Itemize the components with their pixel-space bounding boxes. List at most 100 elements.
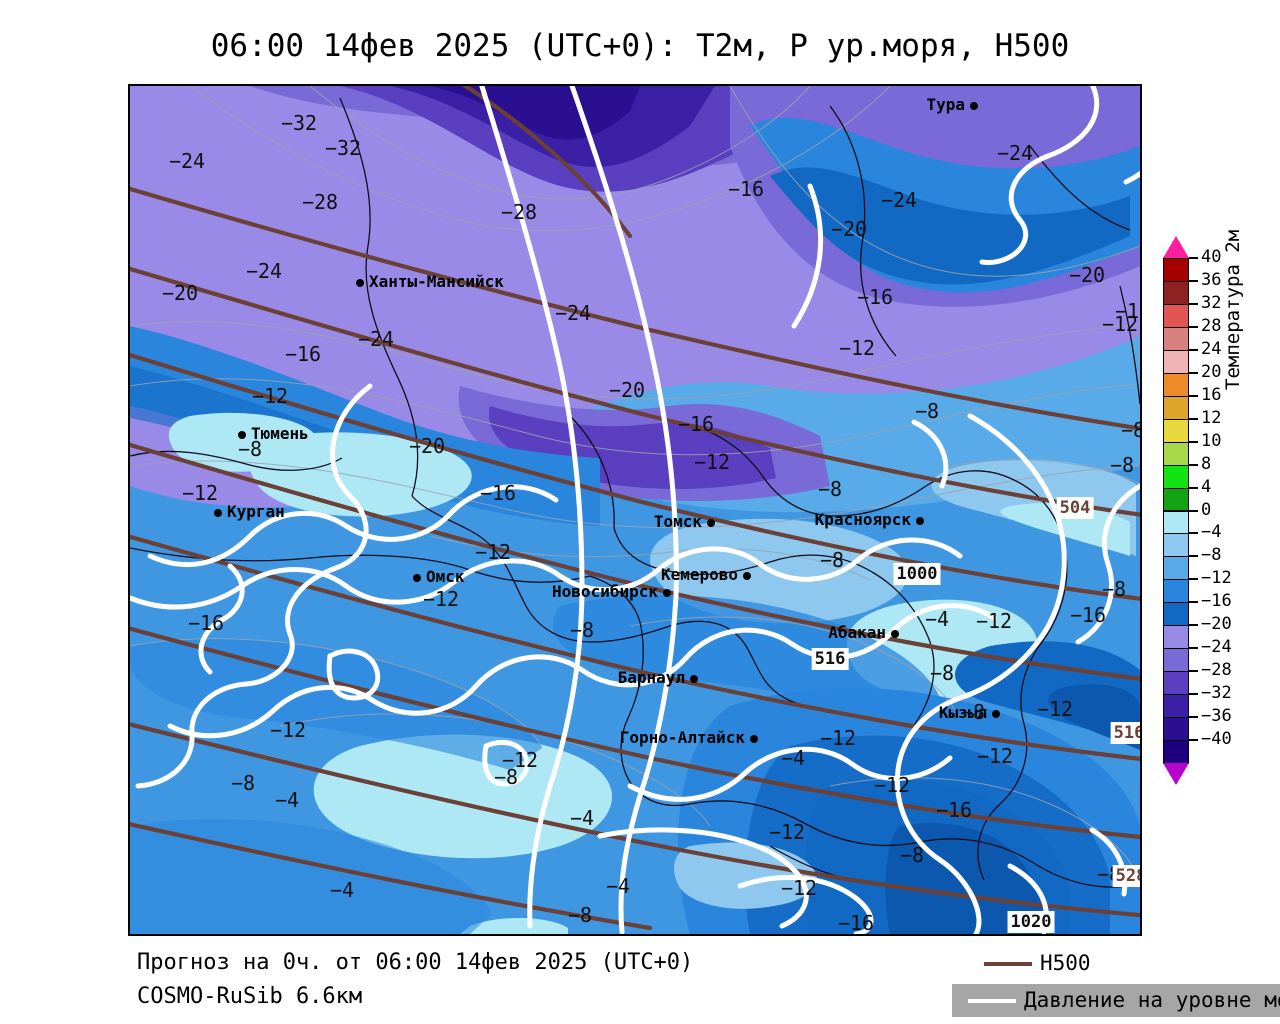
temperature-contour-label: −16 — [479, 481, 517, 505]
temperature-contour-label: −8 — [237, 437, 263, 461]
colorbar-tick: 0 — [1189, 500, 1249, 520]
city-dot — [916, 517, 924, 525]
colorbar-tick: −32 — [1189, 683, 1249, 703]
colorbar-swatch — [1163, 349, 1189, 374]
temperature-contour-label: −4 — [605, 874, 631, 898]
temperature-contour-label: −12 — [976, 744, 1014, 768]
temperature-contour-label: −12 — [501, 748, 539, 772]
temperature-contour-label: −12 — [873, 773, 911, 797]
city-dot — [690, 675, 698, 683]
temperature-contour-label: −8 — [960, 700, 986, 724]
temperature-contour-label: −12 — [975, 609, 1013, 633]
colorbar-tick: 24 — [1189, 339, 1249, 359]
temperature-contour-label: −8 — [493, 765, 519, 789]
colorbar-title: Температура 2м — [1222, 229, 1244, 390]
h500-legend-label: H500 — [1040, 951, 1091, 975]
temperature-contour-label: −20 — [408, 434, 446, 458]
temperature-contour-label: −16 — [837, 911, 875, 935]
colorbar-tick-label: −12 — [1201, 568, 1232, 589]
temperature-contour-label: −16 — [187, 611, 225, 635]
colorbar-tick-mark — [1189, 302, 1198, 305]
colorbar-tick: 32 — [1189, 293, 1249, 313]
city-dot — [356, 279, 364, 287]
temperature-contour-label: −12 — [768, 820, 806, 844]
temperature-contour-label: −12 — [838, 336, 876, 360]
colorbar-tick: 10 — [1189, 431, 1249, 451]
colorbar-swatch — [1163, 326, 1189, 351]
temperature-contour-label: −12 — [693, 450, 731, 474]
colorbar-tick: −28 — [1189, 660, 1249, 680]
colorbar-tick-mark — [1189, 486, 1198, 489]
colorbar-tick-label: 24 — [1201, 338, 1222, 359]
city-label: Новосибирск — [552, 582, 658, 601]
colorbar-tick-label: −20 — [1201, 614, 1232, 635]
colorbar-tick-mark — [1189, 647, 1198, 650]
colorbar-tick-label: −36 — [1201, 706, 1232, 727]
colorbar-tick: 28 — [1189, 316, 1249, 336]
temperature-contour-label: −12 — [1101, 312, 1139, 336]
colorbar-swatch — [1163, 648, 1189, 673]
colorbar-swatch — [1163, 372, 1189, 397]
colorbar-tick-mark — [1189, 371, 1198, 374]
colorbar-swatch — [1163, 740, 1189, 764]
city-dot — [970, 102, 978, 110]
city-dot — [750, 735, 758, 743]
city-label: Абакан — [828, 623, 886, 642]
temperature-contour-label: −16 — [677, 412, 715, 436]
colorbar-swatch — [1163, 602, 1189, 627]
colorbar-tick: 40 — [1189, 247, 1249, 267]
temperature-contour-label: −8 — [929, 661, 955, 685]
temperature-contour-label: −32 — [280, 111, 318, 135]
city-label: Кызыл — [938, 703, 987, 722]
colorbar-tick: 36 — [1189, 270, 1249, 290]
city-dot — [413, 574, 421, 582]
colorbar-swatch — [1163, 258, 1189, 282]
model-info: COSMO-RuSib 6.6км — [137, 984, 363, 1009]
temperature-contour-label: −16 — [1069, 603, 1107, 627]
city-label: Горно-Алтайск — [619, 728, 745, 747]
colorbar-tick: 16 — [1189, 385, 1249, 405]
colorbar-swatch — [1163, 694, 1189, 719]
temperature-contour-label: −24 — [996, 141, 1034, 165]
temperature-contour-label: −20 — [608, 378, 646, 402]
colorbar-tick: 20 — [1189, 362, 1249, 382]
colorbar-tick-mark — [1189, 279, 1198, 282]
colorbar-swatch — [1163, 280, 1189, 305]
colorbar-tick: −36 — [1189, 706, 1249, 726]
colorbar-tick-label: 16 — [1201, 384, 1222, 405]
city-label: Барнаул — [617, 668, 685, 687]
colorbar-tick-mark — [1189, 693, 1198, 696]
temperature-contour-label: −16 — [1114, 299, 1140, 323]
colorbar-swatch — [1163, 625, 1189, 650]
temperature-contour-label: −24 — [357, 327, 395, 351]
colorbar-tick-label: 10 — [1201, 430, 1222, 451]
temperature-contour-label: −12 — [422, 587, 460, 611]
colorbar-swatch — [1163, 579, 1189, 604]
colorbar-tick: −16 — [1189, 591, 1249, 611]
city-dot — [743, 572, 751, 580]
colorbar-swatch — [1163, 441, 1189, 466]
city-dot — [238, 431, 246, 439]
city-dot — [992, 710, 1000, 718]
mslp-legend-line — [968, 999, 1016, 1003]
colorbar-tick-mark — [1189, 509, 1198, 512]
colorbar-swatch — [1163, 487, 1189, 512]
temperature-contour-label: −24 — [880, 188, 918, 212]
temperature-colorbar[interactable] — [1163, 258, 1189, 764]
city-label: Красноярск — [814, 510, 911, 529]
colorbar-tick-mark — [1189, 325, 1198, 328]
colorbar-tick-mark — [1189, 348, 1198, 351]
weather-map[interactable]: Тура Ханты-Мансийск Тюмень Курган Омск Томск К… — [128, 84, 1142, 936]
colorbar-tick-label: 32 — [1201, 292, 1222, 313]
colorbar-swatch — [1163, 671, 1189, 696]
temperature-contour-label: −24 — [554, 301, 592, 325]
colorbar-tick-label: 28 — [1201, 315, 1222, 336]
legend-item-mslp: Давление на уровне моря — [952, 984, 1280, 1017]
colorbar-tick: −40 — [1189, 729, 1249, 749]
colorbar-tick-mark — [1189, 624, 1198, 627]
colorbar-tick-label: 20 — [1201, 361, 1222, 382]
mslp-contour-label: 1020 — [1007, 911, 1055, 933]
temperature-contour-label: −8 — [817, 477, 843, 501]
temperature-contour-label: −20 — [161, 281, 199, 305]
colorbar-tick-label: 4 — [1201, 476, 1212, 497]
